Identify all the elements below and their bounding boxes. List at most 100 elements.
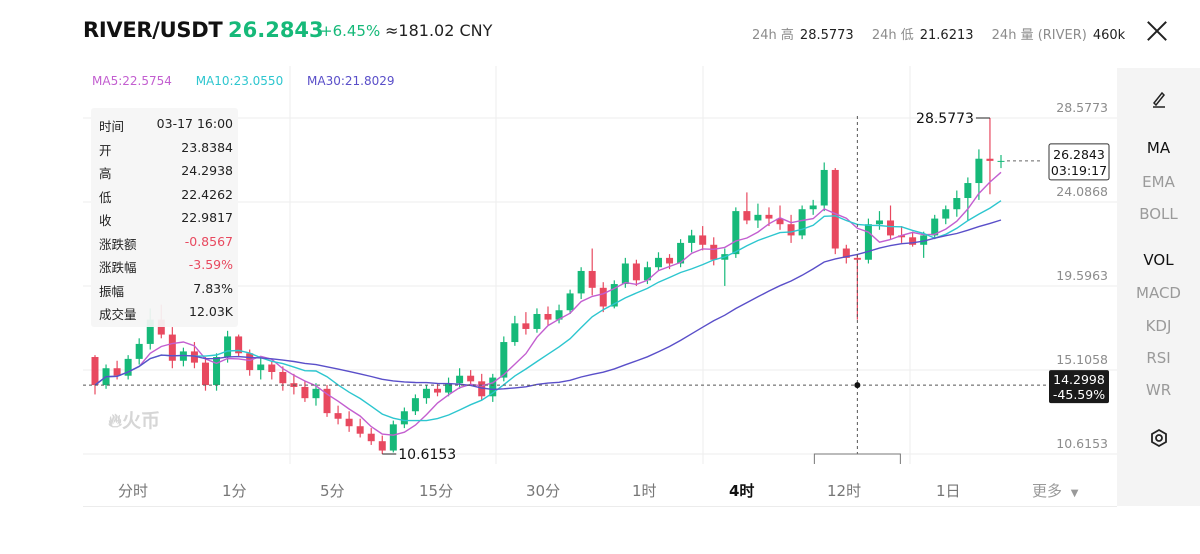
current-price-box bbox=[1048, 143, 1110, 181]
tab-1d[interactable]: 1日 bbox=[936, 482, 961, 500]
stat-volume-label: 24h 量 (RIVER) bbox=[991, 28, 1087, 43]
indicator-ma[interactable]: MA bbox=[1146, 139, 1171, 157]
stat-low-value: 21.6213 bbox=[919, 28, 974, 43]
tab-12h[interactable]: 12时 bbox=[827, 482, 862, 500]
tooltip-value: 22.4262 bbox=[181, 186, 233, 202]
candle-body bbox=[235, 336, 243, 354]
candle-body bbox=[489, 377, 497, 397]
tooltip-key: 涨跌额 bbox=[99, 236, 137, 252]
timeframe-bar: 分时 1分 5分 15分 30分 1时 4时 12时 1日 更多 ▼ bbox=[83, 466, 1117, 507]
candle-body bbox=[467, 375, 475, 382]
last-price: 26.2843 bbox=[228, 18, 324, 42]
stat-high-label: 24h 高 bbox=[752, 28, 794, 43]
candle-body bbox=[842, 248, 850, 258]
low-marker-label: 10.6153 bbox=[398, 447, 456, 463]
candle-body bbox=[257, 364, 265, 371]
tooltip-row: 时间 03-17 16:00 bbox=[99, 116, 233, 136]
stat-volume-value: 460k bbox=[1092, 28, 1126, 43]
candle-body bbox=[422, 388, 430, 399]
stat-low-label: 24h 低 bbox=[871, 28, 914, 43]
settings-button[interactable] bbox=[1117, 428, 1200, 452]
draw-tool-button[interactable] bbox=[1117, 90, 1200, 112]
24h-stats: 24h 高 28.5773 24h 低 21.6213 24h 量 (RIVER) 4… bbox=[752, 24, 1125, 43]
indicator-vol[interactable]: VOL bbox=[1143, 251, 1174, 269]
candle-body bbox=[157, 319, 165, 335]
tab-4h[interactable]: 4时 bbox=[729, 482, 755, 500]
candle-body bbox=[931, 218, 939, 236]
candle-body bbox=[743, 211, 751, 221]
indicator-wr[interactable]: WR bbox=[1145, 381, 1172, 399]
cny-price: ≈181.02 CNY bbox=[385, 21, 493, 40]
pen-icon bbox=[1152, 91, 1165, 108]
candle-body bbox=[268, 364, 276, 372]
pair-title: RIVER/USDT bbox=[83, 18, 223, 42]
candle-body bbox=[456, 375, 464, 384]
candle-body bbox=[566, 293, 574, 311]
candle-body bbox=[478, 381, 486, 397]
candle-body bbox=[953, 198, 961, 210]
tooltip-key: 收 bbox=[99, 213, 112, 228]
candle-body bbox=[643, 267, 651, 281]
candle-body bbox=[400, 411, 408, 425]
candle-body bbox=[942, 209, 950, 219]
tooltip-key: 时间 bbox=[99, 119, 125, 134]
candle-body bbox=[246, 353, 254, 371]
tab-1m[interactable]: 1分 bbox=[222, 482, 247, 500]
indicator-rsi[interactable]: RSI bbox=[1146, 349, 1171, 367]
caret-down-icon: ▼ bbox=[1070, 488, 1079, 499]
current-price-label: 26.2843 bbox=[1053, 147, 1105, 162]
candle-body bbox=[887, 220, 895, 236]
flame-icon: 🔥︎ bbox=[108, 410, 122, 432]
candle-body bbox=[334, 413, 342, 419]
indicator-ema[interactable]: EMA bbox=[1142, 173, 1175, 191]
tooltip-row: 高 24.2938 bbox=[99, 163, 233, 183]
candle-tooltip: 时间 03-17 16:00 开 23.8384 高 24.2938 低 22.4262 收 22… bbox=[91, 108, 238, 327]
more-timeframes-button[interactable]: 更多 ▼ bbox=[1032, 480, 1079, 501]
tab-30m[interactable]: 30分 bbox=[526, 482, 561, 500]
y-tick-label: 28.5773 bbox=[1056, 100, 1108, 115]
indicator-sidebar: MA EMA BOLL VOL MACD KDJ RSI WR bbox=[1117, 68, 1200, 506]
candle-body bbox=[522, 323, 530, 329]
more-label: 更多 bbox=[1032, 482, 1063, 500]
tab-5m[interactable]: 5分 bbox=[320, 482, 345, 500]
candle-body bbox=[610, 284, 618, 307]
candle-body bbox=[710, 244, 718, 260]
watermark-text: 火币 bbox=[121, 410, 160, 432]
candle-body bbox=[875, 220, 883, 225]
candlestick-chart[interactable]: 28.5773 24.0868 19.5963 15.1058 10.6153 28.57… bbox=[83, 66, 1117, 464]
tooltip-value: 7.83% bbox=[193, 280, 233, 296]
candle-body bbox=[367, 433, 375, 442]
tooltip-key: 低 bbox=[99, 189, 112, 205]
candle-body bbox=[632, 263, 640, 281]
tab-1h[interactable]: 1时 bbox=[632, 482, 657, 500]
ma30-line bbox=[94, 219, 1002, 391]
candle-body bbox=[190, 351, 198, 363]
candle-body bbox=[699, 235, 707, 245]
candle-body bbox=[500, 342, 508, 378]
tooltip-value: 22.9817 bbox=[181, 210, 233, 225]
gear-icon bbox=[1150, 428, 1167, 448]
tooltip-value: 24.2938 bbox=[181, 163, 233, 178]
tooltip-row: 收 22.9817 bbox=[99, 210, 233, 230]
tooltip-key: 涨跌幅 bbox=[99, 260, 137, 275]
price-change: +6.45% bbox=[320, 22, 381, 40]
tooltip-row: 低 22.4262 bbox=[99, 187, 233, 207]
candle-body bbox=[124, 358, 132, 376]
candle-body bbox=[654, 257, 662, 268]
indicator-kdj[interactable]: KDJ bbox=[1145, 317, 1172, 335]
candle-body bbox=[345, 418, 353, 427]
candle-body bbox=[997, 160, 1005, 162]
y-tick-label: 24.0868 bbox=[1056, 184, 1108, 199]
candle-body bbox=[356, 426, 364, 434]
candle-body bbox=[389, 424, 397, 451]
tab-15m[interactable]: 15分 bbox=[419, 482, 454, 500]
indicator-boll[interactable]: BOLL bbox=[1139, 205, 1178, 223]
tooltip-key: 高 bbox=[99, 166, 112, 181]
tab-timeline[interactable]: 分时 bbox=[118, 482, 149, 500]
close-icon[interactable] bbox=[1146, 20, 1168, 42]
candle-body bbox=[964, 183, 972, 199]
candle-body bbox=[113, 368, 121, 376]
candle-body bbox=[201, 362, 209, 386]
indicator-macd[interactable]: MACD bbox=[1136, 284, 1181, 302]
candle-body bbox=[312, 388, 320, 399]
